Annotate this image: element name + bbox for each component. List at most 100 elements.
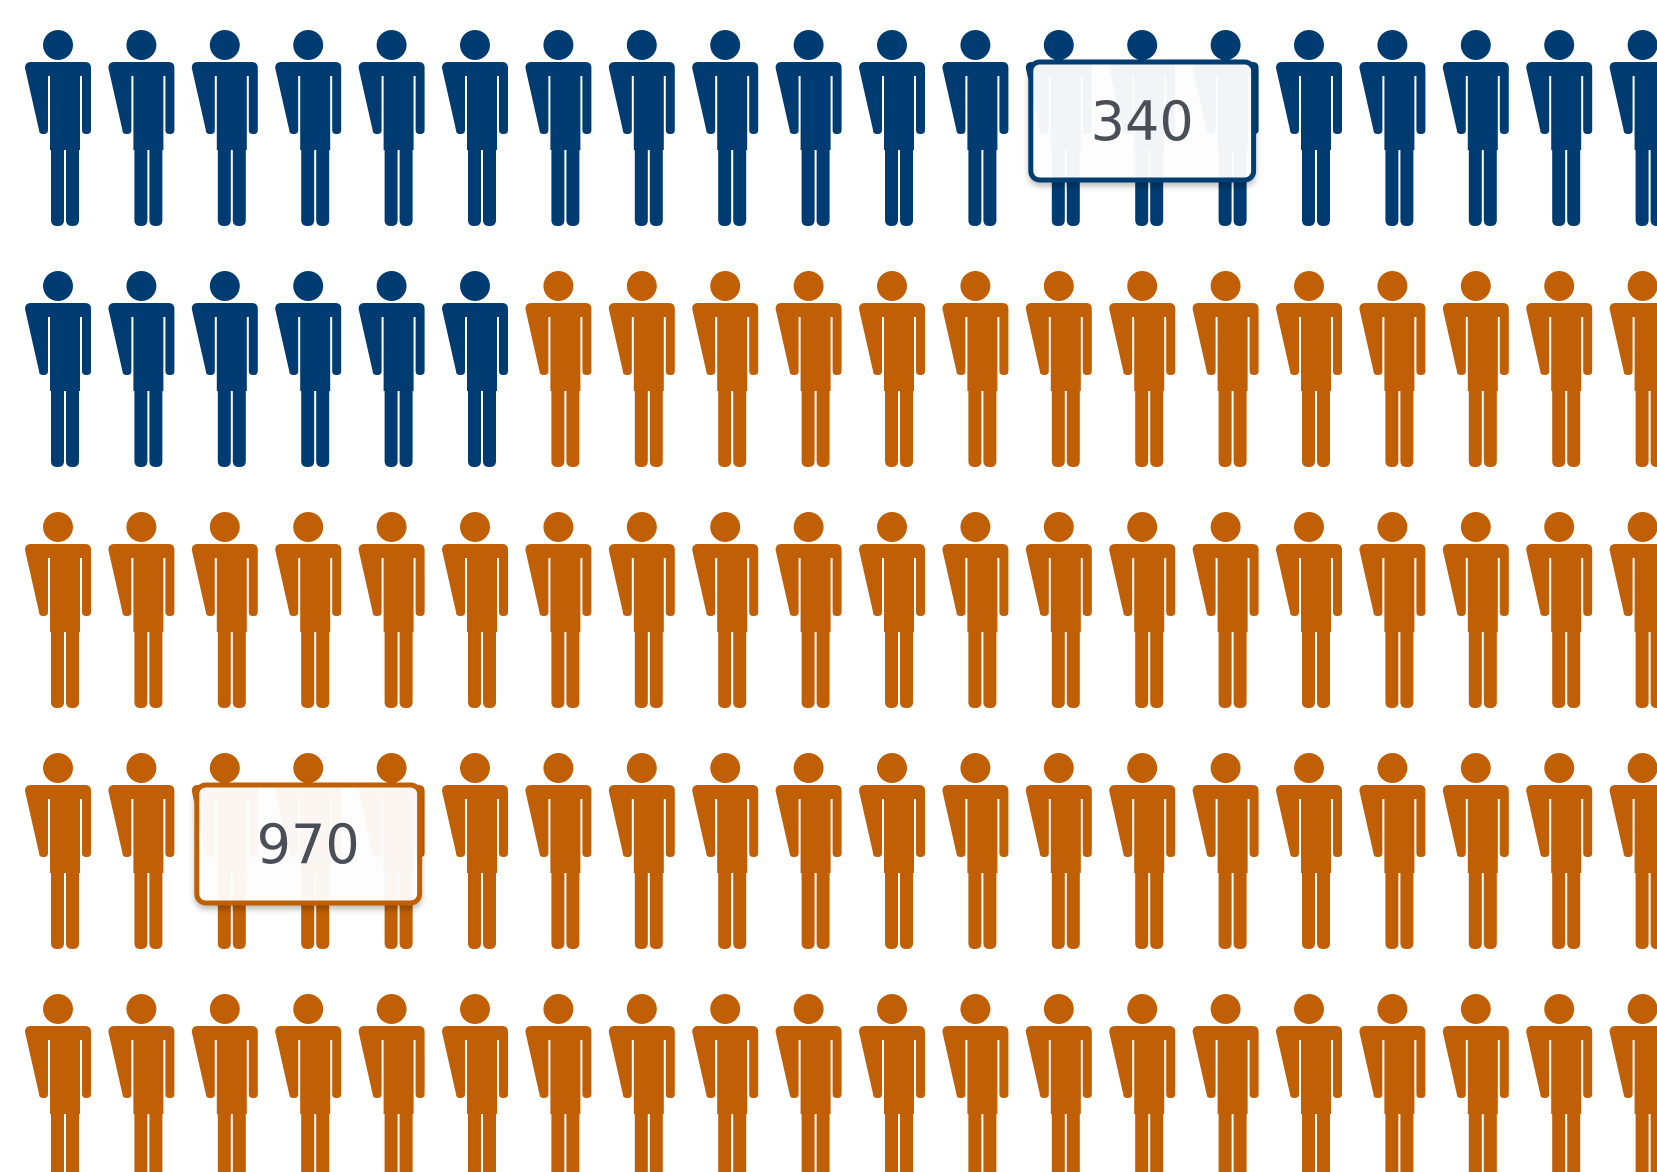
person-icon — [275, 994, 342, 1172]
callout-box — [1028, 59, 1257, 183]
person-icon — [775, 994, 842, 1172]
callout-label: 970 — [194, 782, 423, 906]
person-icon — [942, 271, 1009, 467]
person-icon — [442, 271, 508, 467]
person-icon — [25, 753, 91, 949]
person-icon — [1276, 30, 1342, 226]
person-icon — [108, 512, 175, 708]
person-icon — [108, 753, 175, 949]
person-icon — [525, 271, 592, 467]
person-icon — [1526, 271, 1593, 467]
person-icon — [525, 994, 592, 1172]
person-icons-layer — [25, 30, 1657, 1172]
person-icon — [942, 994, 1009, 1172]
person-icon — [942, 30, 1009, 227]
person-icon — [1025, 994, 1092, 1172]
person-icon — [1109, 271, 1176, 467]
person-icon — [1609, 271, 1657, 467]
person-icon — [1359, 271, 1426, 467]
person-icon — [859, 994, 925, 1172]
person-icon — [108, 30, 175, 227]
callout-box — [194, 782, 423, 906]
person-icon — [275, 30, 342, 227]
person-icon — [859, 271, 925, 467]
callouts-layer: 340 970 — [194, 59, 1257, 906]
person-icon — [1526, 753, 1593, 949]
person-icon — [775, 30, 842, 227]
person-icon — [1276, 753, 1342, 949]
person-icon — [442, 512, 508, 708]
person-icon — [1359, 30, 1426, 227]
person-icon — [608, 994, 675, 1172]
person-icon — [692, 512, 759, 708]
person-icon — [525, 512, 592, 708]
person-icon — [1442, 512, 1509, 708]
person-icon — [108, 994, 175, 1172]
person-icon — [775, 753, 842, 949]
person-icon — [25, 994, 91, 1172]
person-icon — [608, 271, 675, 467]
person-icon — [1442, 753, 1509, 949]
person-icon — [358, 30, 425, 227]
person-icon — [1526, 512, 1593, 708]
person-icon — [191, 512, 258, 708]
person-icon — [942, 753, 1009, 949]
person-icon — [1025, 512, 1092, 708]
person-icon — [942, 512, 1009, 708]
person-icon — [1192, 753, 1259, 949]
callout-value: 340 — [1091, 90, 1194, 153]
callout-label: 340 — [1028, 59, 1257, 183]
person-icon — [1276, 271, 1342, 467]
person-icon — [1276, 994, 1342, 1172]
person-icon — [358, 512, 425, 708]
person-icon — [692, 753, 759, 949]
person-icon — [442, 753, 508, 949]
person-icon — [1109, 753, 1176, 949]
person-icon — [191, 30, 258, 227]
person-icon — [1526, 30, 1593, 227]
person-icon — [108, 271, 175, 467]
person-icon — [1192, 512, 1259, 708]
person-icon — [442, 994, 508, 1172]
person-icon — [1192, 271, 1259, 467]
person-icon — [1359, 994, 1426, 1172]
person-icon — [692, 994, 759, 1172]
person-icon — [608, 30, 675, 227]
person-icon — [1609, 512, 1657, 708]
person-icon — [692, 30, 759, 227]
person-icon — [358, 271, 425, 467]
person-icon — [692, 271, 759, 467]
person-icon — [859, 30, 925, 226]
person-icon — [275, 271, 342, 467]
callout-value: 970 — [257, 813, 360, 876]
person-icon — [1025, 753, 1092, 949]
person-icon — [1609, 30, 1657, 226]
person-icon — [191, 994, 258, 1172]
person-icon — [775, 512, 842, 708]
person-icon — [358, 994, 425, 1172]
person-icon — [525, 753, 592, 949]
person-icon — [1442, 271, 1509, 467]
person-icon — [25, 512, 91, 708]
person-icon — [1109, 994, 1176, 1172]
person-icon — [1526, 994, 1593, 1172]
person-icon — [525, 30, 592, 227]
person-icon — [191, 271, 258, 467]
person-icon — [859, 512, 925, 708]
person-icon — [1442, 30, 1509, 227]
person-icon — [1609, 753, 1657, 949]
person-icon — [442, 30, 508, 226]
person-icon — [1609, 994, 1657, 1172]
person-icon — [775, 271, 842, 467]
person-icon — [1025, 271, 1092, 467]
person-icon — [1359, 753, 1426, 949]
person-icon — [275, 512, 342, 708]
person-icon — [25, 271, 91, 467]
person-icon — [1276, 512, 1342, 708]
person-icon — [608, 753, 675, 949]
person-icon — [1109, 512, 1176, 708]
person-icon — [1359, 512, 1426, 708]
person-icon — [859, 753, 925, 949]
